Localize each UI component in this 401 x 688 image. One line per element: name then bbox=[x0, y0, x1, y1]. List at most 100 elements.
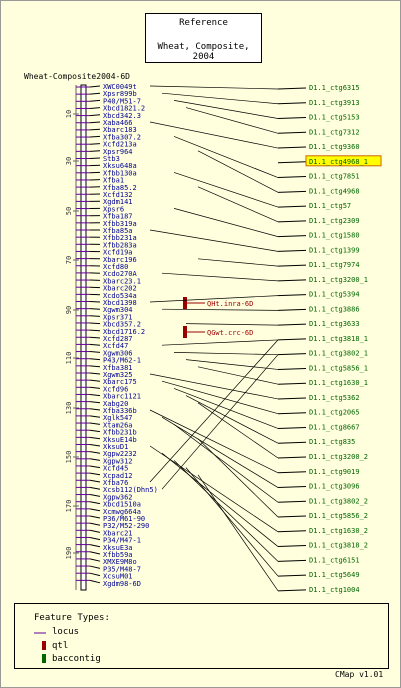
marker-label[interactable]: Xbarc183 bbox=[103, 126, 137, 134]
contig-label[interactable]: D1.1_ctg5649 bbox=[309, 571, 360, 579]
marker-label[interactable]: P35/M48-7 bbox=[103, 565, 141, 573]
marker-label[interactable]: Xbarc175 bbox=[103, 378, 137, 386]
marker-label[interactable]: Xbarc23.1 bbox=[103, 277, 141, 285]
contig-label[interactable]: D1.1_ctg7974 bbox=[309, 261, 360, 269]
marker-label[interactable]: Xbcd357.2 bbox=[103, 321, 141, 329]
marker-label[interactable]: Xcfd96 bbox=[103, 385, 128, 393]
marker-label[interactable]: Xgdm98-6D bbox=[103, 580, 141, 588]
qtl-bar-qgwt[interactable] bbox=[183, 326, 187, 338]
marker-label[interactable]: Xfbb319a bbox=[103, 220, 137, 228]
marker-label[interactable]: Xfbb231b bbox=[103, 429, 137, 437]
marker-label[interactable]: Stb3 bbox=[103, 155, 120, 163]
marker-label[interactable]: Xcfd45 bbox=[103, 465, 128, 473]
marker-label[interactable]: Xpsr964 bbox=[103, 148, 133, 156]
marker-label[interactable]: P34/M47-1 bbox=[103, 537, 141, 545]
marker-label[interactable]: P36/M61-90 bbox=[103, 515, 145, 523]
marker-label[interactable]: XMXE9M8o bbox=[103, 558, 137, 566]
marker-label[interactable]: Xbcd1510a bbox=[103, 501, 141, 509]
contig-label[interactable]: D1.1_ctg2065 bbox=[309, 409, 360, 417]
marker-label[interactable]: Xfba187 bbox=[103, 213, 133, 221]
contig-label[interactable]: D1.1_ctg5394 bbox=[309, 291, 360, 299]
contig-label[interactable]: D1.1_ctg9360 bbox=[309, 143, 360, 151]
contig-label[interactable]: D1.1_ctg9019 bbox=[309, 468, 360, 476]
marker-label[interactable]: Xksu648a bbox=[103, 162, 137, 170]
contig-label[interactable]: D1.1_ctg1630_2 bbox=[309, 527, 368, 535]
marker-label[interactable]: P43/M62-1 bbox=[103, 357, 141, 365]
marker-label[interactable]: Xbcd1398 bbox=[103, 299, 137, 307]
marker-label[interactable]: Xabg20 bbox=[103, 400, 128, 408]
contig-label[interactable]: D1.1_ctg2309 bbox=[309, 217, 360, 225]
contig-label[interactable]: D1.1_ctg3802_1 bbox=[309, 350, 368, 358]
contig-label[interactable]: D1.1_ctg3200_2 bbox=[309, 453, 368, 461]
contig-label[interactable]: D1.1_ctg8667 bbox=[309, 423, 360, 431]
marker-label[interactable]: Xfba307.2 bbox=[103, 133, 141, 141]
marker-label[interactable]: XWC0049t bbox=[103, 83, 137, 91]
map-name[interactable]: Wheat-Composite2004-6D bbox=[24, 72, 130, 81]
marker-label[interactable]: Xgwm306 bbox=[103, 349, 133, 357]
marker-label[interactable]: P32/M52-290 bbox=[103, 522, 149, 530]
marker-label[interactable]: Xfba1 bbox=[103, 177, 124, 185]
reference-title-box[interactable]: Reference Wheat, Composite, 2004 bbox=[145, 13, 262, 63]
contig-label[interactable]: D1.1_ctg835 bbox=[309, 438, 355, 446]
marker-label[interactable]: Xbcd342.3 bbox=[103, 112, 141, 120]
contig-label[interactable]: D1.1_ctg7312 bbox=[309, 128, 360, 136]
contig-label[interactable]: D1.1_ctg3200_1 bbox=[309, 276, 368, 284]
contig-label[interactable]: D1.1_ctg57 bbox=[309, 202, 351, 210]
marker-label[interactable]: XcsuM01 bbox=[103, 573, 133, 581]
marker-label[interactable]: Xcdo270A bbox=[103, 270, 138, 278]
marker-label[interactable]: Xgwm304 bbox=[103, 306, 133, 314]
marker-label[interactable]: Xgpw312 bbox=[103, 457, 133, 465]
marker-label[interactable]: Xgpw2232 bbox=[103, 450, 137, 458]
marker-label[interactable]: Xcmwg664a bbox=[103, 508, 141, 516]
marker-label[interactable]: Xcsb112(Dhn5) bbox=[103, 486, 158, 494]
marker-label[interactable]: Xfba336b bbox=[103, 407, 137, 415]
contig-label[interactable]: D1.1_ctg1004 bbox=[309, 586, 360, 594]
marker-label[interactable]: Xfba85.2 bbox=[103, 184, 137, 192]
marker-label[interactable]: Xfba85a bbox=[103, 227, 133, 235]
marker-label[interactable]: Xcfd132 bbox=[103, 191, 133, 199]
marker-label[interactable]: Xfbb231a bbox=[103, 234, 137, 242]
contig-label[interactable]: D1.1_ctg4968_1 bbox=[309, 158, 368, 166]
contig-label[interactable]: D1.1_ctg3886 bbox=[309, 305, 360, 313]
marker-label[interactable]: Xcpad12 bbox=[103, 472, 133, 480]
marker-label[interactable]: Xaba466 bbox=[103, 119, 133, 127]
contig-label[interactable]: D1.1_ctg3818_1 bbox=[309, 335, 368, 343]
contig-label[interactable]: D1.1_ctg1630_1 bbox=[309, 379, 368, 387]
marker-label[interactable]: Xcfd287 bbox=[103, 335, 133, 343]
marker-label[interactable]: Xfba381 bbox=[103, 364, 133, 372]
contig-label[interactable]: D1.1_ctg1580 bbox=[309, 232, 360, 240]
contig-label[interactable]: D1.1_ctg7851 bbox=[309, 173, 360, 181]
marker-label[interactable]: Xbarc196 bbox=[103, 256, 137, 264]
marker-label[interactable]: Xgpw362 bbox=[103, 493, 133, 501]
contig-label[interactable]: D1.1_ctg5362 bbox=[309, 394, 360, 402]
marker-label[interactable]: Xfba76 bbox=[103, 479, 128, 487]
marker-label[interactable]: Xpsr371 bbox=[103, 313, 133, 321]
qtl-bar-qht[interactable] bbox=[183, 297, 187, 309]
marker-label[interactable]: Xcfd19a bbox=[103, 249, 133, 257]
marker-label[interactable]: Xfbb283a bbox=[103, 241, 137, 249]
qtl-label[interactable]: QGwt.crc-6D bbox=[207, 329, 253, 337]
contig-label[interactable]: D1.1_ctg3818_2 bbox=[309, 542, 368, 550]
marker-label[interactable]: Xcfd47 bbox=[103, 342, 128, 350]
contig-label[interactable]: D1.1_ctg1399 bbox=[309, 246, 360, 254]
marker-label[interactable]: Xfbb59a bbox=[103, 551, 133, 559]
marker-label[interactable]: Xbarc1121 bbox=[103, 393, 141, 401]
marker-label[interactable]: XksuE14b bbox=[103, 436, 137, 444]
contig-label[interactable]: D1.1_ctg5153 bbox=[309, 114, 360, 122]
marker-label[interactable]: XksuE3a bbox=[103, 544, 133, 552]
marker-label[interactable]: Xtam26a bbox=[103, 421, 133, 429]
marker-label[interactable]: Xbcd1821.2 bbox=[103, 105, 145, 113]
marker-label[interactable]: Xbarc202 bbox=[103, 285, 137, 293]
highlighted-contig-box[interactable] bbox=[305, 155, 382, 167]
marker-label[interactable]: P40/M51-7 bbox=[103, 97, 141, 105]
marker-label[interactable]: Xglk547 bbox=[103, 414, 133, 422]
contig-label[interactable]: D1.1_ctg5856_1 bbox=[309, 364, 368, 372]
contig-label[interactable]: D1.1_ctg6151 bbox=[309, 556, 360, 564]
contig-label[interactable]: D1.1_ctg3802_2 bbox=[309, 497, 368, 505]
marker-label[interactable]: Xcfd80 bbox=[103, 263, 128, 271]
contig-label[interactable]: D1.1_ctg3096 bbox=[309, 483, 360, 491]
marker-label[interactable]: Xbcd1716.2 bbox=[103, 328, 145, 336]
contig-label[interactable]: D1.1_ctg3633 bbox=[309, 320, 360, 328]
marker-label[interactable]: Xcfd213a bbox=[103, 141, 137, 149]
marker-label[interactable]: Xbarc21 bbox=[103, 529, 133, 537]
